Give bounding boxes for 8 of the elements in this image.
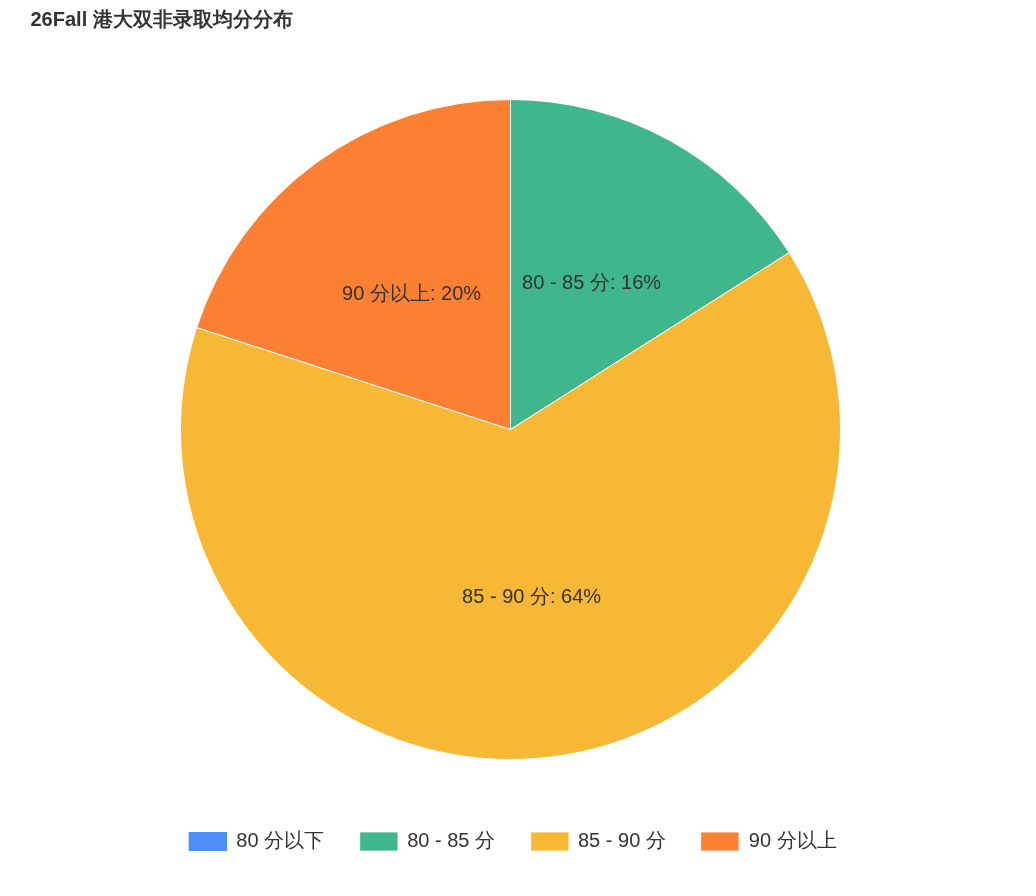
legend-label: 90 分以上 bbox=[748, 828, 837, 853]
data-label: 90 分以上: 20% bbox=[342, 282, 482, 305]
legend-label: 80 - 85 分 bbox=[407, 828, 495, 853]
chart-title: 26Fall 港大双非录取均分分布 bbox=[30, 7, 293, 30]
data-label: 80 - 85 分: 16% bbox=[522, 271, 662, 294]
legend-label: 80 分以下 bbox=[236, 828, 325, 853]
legend-label: 85 - 90 分 bbox=[578, 828, 666, 853]
data-label: 85 - 90 分: 64% bbox=[462, 585, 602, 608]
